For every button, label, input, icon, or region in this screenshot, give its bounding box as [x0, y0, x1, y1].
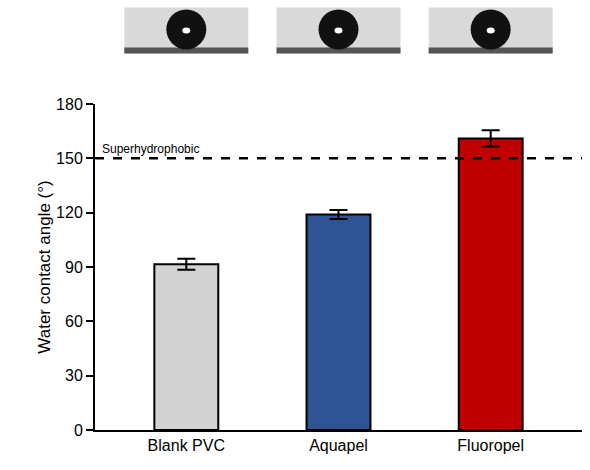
svg-text:Aquapel: Aquapel	[309, 437, 368, 454]
svg-text:150: 150	[56, 150, 83, 167]
svg-text:120: 120	[56, 204, 83, 221]
svg-text:Water contact angle (°): Water contact angle (°)	[35, 180, 54, 353]
svg-text:30: 30	[65, 367, 83, 384]
svg-text:Blank PVC: Blank PVC	[148, 437, 225, 454]
svg-text:Fluoropel: Fluoropel	[457, 437, 524, 454]
svg-text:180: 180	[56, 96, 83, 113]
svg-text:60: 60	[65, 313, 83, 330]
svg-text:90: 90	[65, 259, 83, 276]
svg-text:0: 0	[74, 422, 83, 439]
svg-text:Superhydrophobic: Superhydrophobic	[102, 142, 199, 156]
